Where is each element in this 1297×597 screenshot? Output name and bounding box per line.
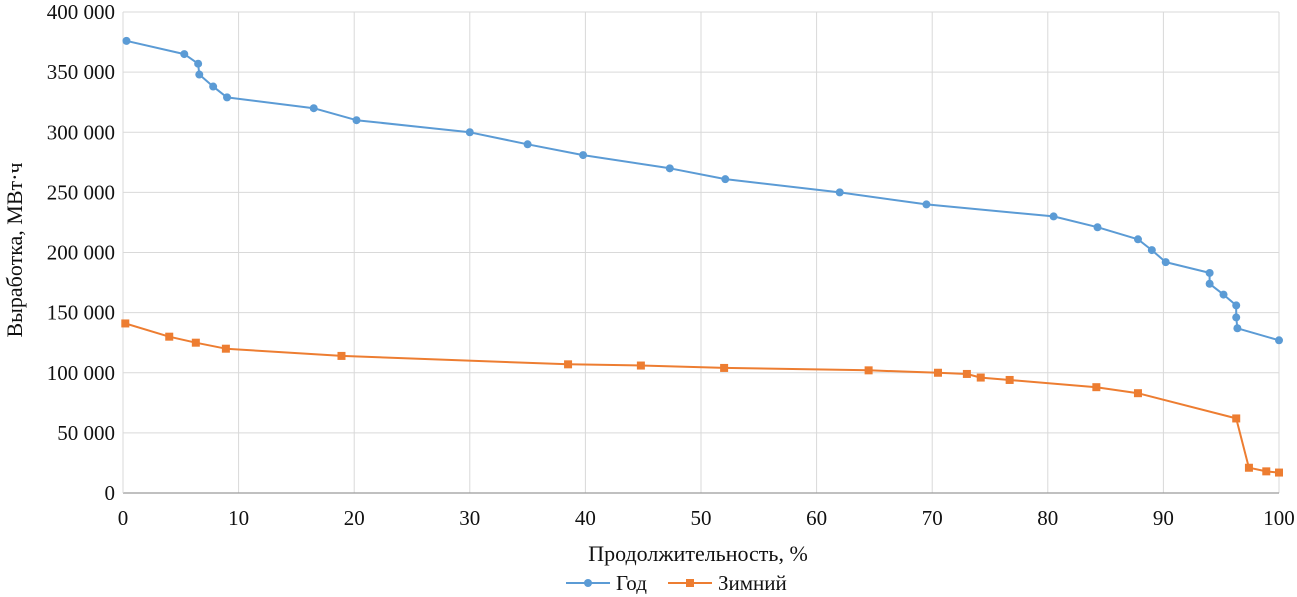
- x-tick-label: 30: [459, 506, 480, 530]
- x-tick-label: 90: [1153, 506, 1174, 530]
- data-point-zimniy: [1244, 463, 1253, 472]
- legend-label-zimniy: Зимний: [718, 571, 787, 595]
- data-point-zimniy: [564, 360, 573, 369]
- data-point-god: [835, 188, 844, 197]
- y-tick-label: 100 000: [47, 361, 115, 385]
- data-point-god: [1205, 279, 1214, 288]
- x-tick-label: 50: [691, 506, 712, 530]
- data-point-god: [1161, 258, 1170, 267]
- data-point-zimniy: [221, 344, 230, 353]
- x-tick-label: 100: [1263, 506, 1295, 530]
- data-point-zimniy: [962, 369, 971, 378]
- y-tick-label: 300 000: [47, 120, 115, 144]
- legend-item-zimniy: Зимний: [668, 571, 787, 595]
- data-point-zimniy: [337, 351, 346, 360]
- data-point-god: [1049, 212, 1058, 221]
- data-point-god: [1093, 223, 1102, 232]
- series-zimniy: [121, 319, 1283, 477]
- y-tick-label: 0: [105, 481, 116, 505]
- x-axis-ticks: 0 10 20 30 40 50 60 70 80 90 100: [118, 506, 1295, 530]
- data-point-god: [1233, 324, 1242, 333]
- data-point-zimniy: [1092, 383, 1101, 392]
- x-tick-label: 10: [228, 506, 249, 530]
- data-point-god: [122, 36, 131, 45]
- data-point-zimniy: [191, 338, 200, 347]
- data-point-god: [579, 151, 588, 160]
- legend: Год Зимний: [566, 571, 787, 595]
- data-point-zimniy: [165, 332, 174, 341]
- data-point-god: [1232, 313, 1241, 322]
- data-point-god: [1133, 235, 1142, 244]
- data-point-god: [665, 164, 674, 173]
- data-point-zimniy: [1232, 414, 1241, 423]
- data-point-god: [195, 70, 204, 79]
- y-axis-ticks: 0 50 000 100 000 150 000 200 000 250 000 300 0…: [47, 0, 115, 505]
- legend-marker-zimniy: [686, 579, 694, 587]
- data-point-zimniy: [1133, 389, 1142, 398]
- data-point-god: [465, 128, 474, 137]
- series-god: [122, 36, 1283, 345]
- data-point-zimniy: [720, 363, 729, 372]
- data-point-god: [223, 93, 232, 102]
- data-point-zimniy: [636, 361, 645, 370]
- data-point-god: [922, 200, 931, 209]
- data-point-god: [1205, 268, 1214, 277]
- data-point-god: [309, 104, 318, 113]
- grid: [123, 11, 1280, 493]
- x-tick-label: 80: [1037, 506, 1058, 530]
- series-line-zimniy: [125, 322, 1280, 474]
- data-point-god: [523, 140, 532, 149]
- data-point-god: [721, 175, 730, 184]
- series-line-god: [126, 39, 1280, 342]
- x-tick-label: 20: [344, 506, 365, 530]
- data-point-zimniy: [1005, 375, 1014, 384]
- y-tick-label: 350 000: [47, 60, 115, 84]
- data-point-zimniy: [933, 368, 942, 377]
- y-tick-label: 50 000: [57, 421, 115, 445]
- x-axis-title: Продолжительность, %: [588, 541, 808, 566]
- y-tick-label: 200 000: [47, 241, 115, 265]
- data-point-zimniy: [1275, 468, 1283, 477]
- y-axis-title: Выработка, МВт·ч: [2, 162, 27, 337]
- x-tick-label: 60: [806, 506, 827, 530]
- y-tick-label: 250 000: [47, 180, 115, 204]
- axes: [122, 12, 1279, 494]
- data-point-god: [1147, 246, 1156, 255]
- data-point-god: [1232, 301, 1241, 310]
- series-layer: [121, 36, 1283, 477]
- legend-label-god: Год: [616, 571, 647, 595]
- data-point-god: [1275, 336, 1283, 345]
- data-point-zimniy: [121, 319, 130, 328]
- x-tick-label: 70: [922, 506, 943, 530]
- data-point-god: [1219, 290, 1228, 299]
- data-point-zimniy: [1262, 467, 1271, 476]
- data-point-god: [209, 82, 218, 91]
- legend-marker-god: [584, 579, 592, 587]
- data-point-zimniy: [864, 366, 873, 375]
- data-point-god: [352, 116, 361, 125]
- y-tick-label: 150 000: [47, 301, 115, 325]
- data-point-zimniy: [976, 373, 985, 382]
- legend-item-god: Год: [566, 571, 647, 595]
- data-point-god: [180, 50, 189, 59]
- data-point-god: [194, 59, 203, 68]
- y-tick-label: 400 000: [47, 0, 115, 24]
- x-tick-label: 0: [118, 506, 129, 530]
- x-tick-label: 40: [575, 506, 596, 530]
